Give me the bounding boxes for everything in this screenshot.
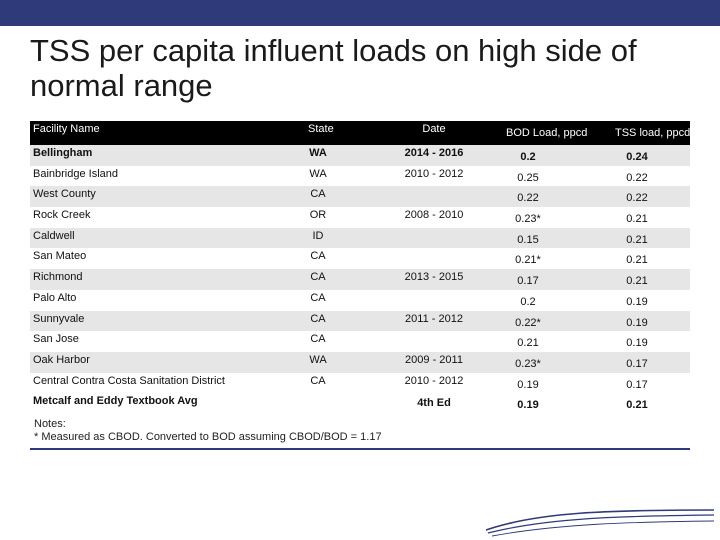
- facility-name: Oak Harbor: [33, 353, 90, 366]
- table-row: Bainbridge Island WA 2010 - 2012 0.25 0.…: [30, 166, 690, 187]
- table-row: Richmond CA 2013 - 2015 0.17 0.21: [30, 269, 690, 290]
- facility-tss: 0.17: [626, 357, 648, 370]
- table-row: Rock Creek OR 2008 - 2010 0.23* 0.21: [30, 207, 690, 228]
- facility-tss: 0.21: [626, 254, 648, 267]
- header-facility-name: Facility Name: [33, 123, 100, 135]
- facility-date: 2013 - 2015: [404, 271, 464, 284]
- facility-state: CA: [310, 271, 326, 284]
- facility-date: 2010 - 2012: [404, 374, 464, 387]
- facility-tss: 0.22: [626, 171, 648, 184]
- facility-tss: 0.21: [626, 213, 648, 226]
- table-row: Metcalf and Eddy Textbook Avg 4th Ed 0.1…: [30, 393, 690, 414]
- slide-title: TSS per capita influent loads on high si…: [30, 33, 637, 103]
- top-accent-bar: [0, 0, 720, 26]
- facility-state: CA: [310, 333, 326, 346]
- notes-footnote: * Measured as CBOD. Converted to BOD ass…: [34, 431, 382, 443]
- header-tss-load: TSS load, ppcd: [615, 127, 691, 139]
- facility-name: Metcalf and Eddy Textbook Avg: [33, 395, 198, 408]
- table-row: Bellingham WA 2014 - 2016 0.2 0.24: [30, 145, 690, 166]
- table-row: San Mateo CA 0.21* 0.21: [30, 248, 690, 269]
- facility-bod: 0.22: [517, 192, 539, 205]
- facility-name: Central Contra Costa Sanitation District: [33, 374, 225, 387]
- facility-state: CA: [310, 291, 326, 304]
- facility-tss: 0.17: [626, 378, 648, 391]
- header-bod-load: BOD Load, ppcd: [506, 127, 588, 139]
- table-row: Central Contra Costa Sanitation District…: [30, 373, 690, 394]
- facility-name: West County: [33, 188, 96, 201]
- facility-tss: 0.21: [626, 233, 648, 246]
- facility-state: WA: [309, 167, 327, 180]
- facility-date: 2014 - 2016: [404, 147, 464, 159]
- facility-date: 2011 - 2012: [405, 312, 463, 325]
- facility-bod: 0.17: [517, 275, 539, 288]
- notes-heading: Notes:: [34, 418, 66, 430]
- table-row: San Jose CA 0.21 0.19: [30, 331, 690, 352]
- facility-state: ID: [312, 229, 324, 242]
- facility-bod: 0.2: [520, 151, 536, 163]
- facility-name: Palo Alto: [33, 291, 77, 304]
- facility-state: CA: [310, 312, 326, 325]
- facility-tss: 0.24: [626, 151, 648, 163]
- facility-bod: 0.25: [517, 171, 539, 184]
- facility-name: Sunnyvale: [33, 312, 85, 325]
- table-row: Caldwell ID 0.15 0.21: [30, 227, 690, 249]
- table-row: Sunnyvale CA 2011 - 2012 0.22* 0.19: [30, 310, 690, 332]
- facility-date: 2010 - 2012: [404, 167, 464, 180]
- table-row: Palo Alto CA 0.2 0.19: [30, 290, 690, 311]
- facility-bod: 0.21*: [515, 254, 541, 267]
- facility-bod: 0.19: [517, 399, 539, 412]
- facility-tss: 0.19: [626, 295, 648, 308]
- bottom-divider: [30, 448, 690, 450]
- facility-name: Bellingham: [33, 147, 93, 159]
- facility-name: San Mateo: [33, 250, 87, 263]
- facility-tss: 0.22: [626, 192, 648, 205]
- facility-tss: 0.19: [626, 316, 648, 329]
- table-header-row: Facility Name State Date BOD Load, ppcd …: [30, 121, 690, 145]
- table-notes: Notes: * Measured as CBOD. Converted to …: [34, 418, 382, 444]
- facility-state: WA: [309, 147, 327, 159]
- facility-date: 2009 - 2011: [405, 353, 463, 366]
- facility-bod: 0.21: [517, 337, 539, 350]
- header-date: Date: [422, 123, 446, 135]
- facility-bod: 0.23*: [515, 357, 541, 370]
- facility-name: San Jose: [33, 333, 79, 346]
- facility-state: CA: [310, 188, 326, 201]
- table-row: Oak Harbor WA 2009 - 2011 0.23* 0.17: [30, 351, 690, 373]
- facility-name: Caldwell: [33, 229, 75, 242]
- facility-table: Facility Name State Date BOD Load, ppcd …: [30, 121, 690, 414]
- facility-tss: 0.21: [626, 275, 648, 288]
- facility-bod: 0.19: [517, 378, 539, 391]
- header-state: State: [308, 123, 334, 135]
- facility-name: Richmond: [33, 271, 83, 284]
- facility-state: CA: [310, 374, 326, 387]
- facility-name: Bainbridge Island: [33, 167, 119, 180]
- facility-tss: 0.21: [626, 399, 648, 412]
- facility-state: WA: [309, 353, 327, 366]
- facility-tss: 0.19: [626, 337, 648, 350]
- facility-bod: 0.2: [520, 295, 536, 308]
- facility-bod: 0.22*: [515, 316, 541, 329]
- decorative-swoosh-graphic: [485, 509, 715, 537]
- facility-name: Rock Creek: [33, 209, 91, 222]
- facility-date: 2008 - 2010: [404, 209, 464, 222]
- facility-date: 4th Ed: [417, 397, 451, 410]
- table-row: West County CA 0.22 0.22: [30, 186, 690, 208]
- facility-bod: 0.15: [517, 233, 539, 246]
- facility-bod: 0.23*: [515, 213, 541, 226]
- facility-state: CA: [310, 250, 326, 263]
- facility-state: OR: [309, 209, 327, 222]
